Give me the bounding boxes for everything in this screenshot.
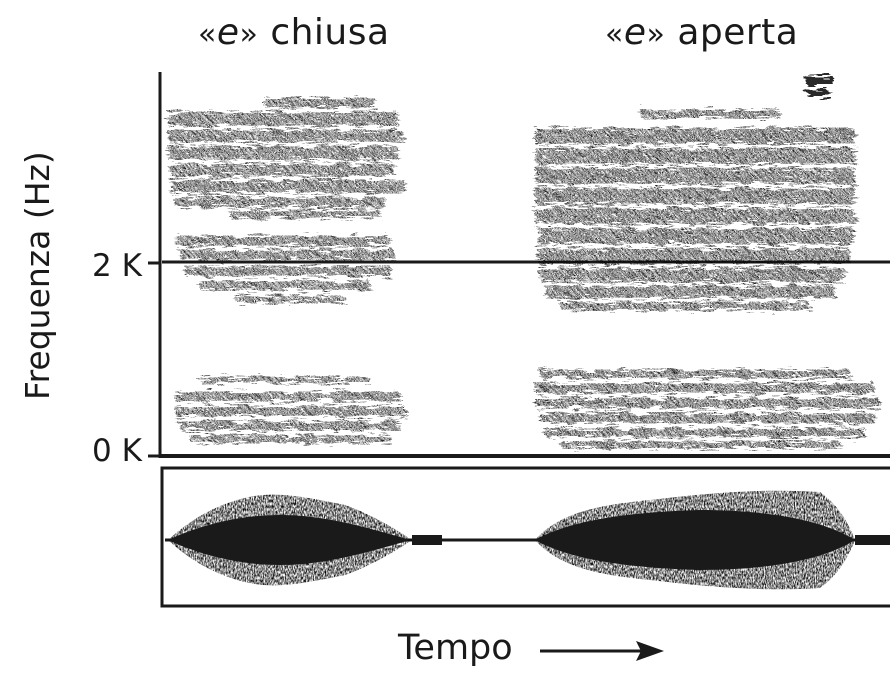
waveform-core-aperta [535, 510, 855, 570]
guillemet-open: « [605, 17, 624, 52]
waveform-core-chiusa [168, 515, 410, 565]
title-word: aperta [665, 12, 799, 53]
x-axis-label: Tempo [398, 628, 513, 668]
spectrogram-e-aperta [535, 76, 880, 448]
formant-f3-chiusa [168, 98, 405, 218]
formant-upper-aperta [535, 76, 855, 310]
waveform-tail-aperta [855, 535, 890, 545]
waveform [165, 490, 890, 590]
formant-f1-aperta [535, 370, 880, 448]
title-e-aperta: «e» aperta [605, 12, 798, 53]
formant-f1-chiusa [175, 377, 405, 443]
tick-label-2k: 2 K [92, 248, 142, 284]
guillemet-close: » [646, 17, 666, 52]
vowel-letter: e [623, 12, 647, 53]
axes-frame [148, 72, 890, 608]
waveform-tail-chiusa [412, 535, 442, 545]
title-e-chiusa: «e» chiusa [198, 12, 390, 53]
title-word: chiusa [258, 12, 390, 53]
guillemet-close: » [239, 17, 259, 52]
guillemet-open: « [198, 17, 217, 52]
tempo-arrow-icon [540, 641, 664, 661]
waveform-box [160, 466, 890, 608]
tick-label-0k: 0 K [92, 433, 142, 469]
spectrogram-e-chiusa [168, 98, 405, 443]
formant-f2-chiusa [175, 236, 395, 303]
vowel-letter: e [216, 12, 240, 53]
